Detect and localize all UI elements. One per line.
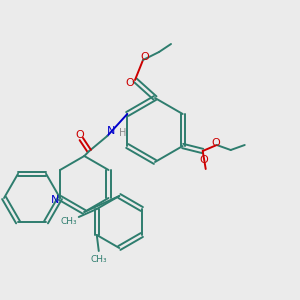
Text: O: O <box>126 78 134 88</box>
Text: CH₃: CH₃ <box>91 254 107 263</box>
Text: H: H <box>118 128 126 138</box>
Text: O: O <box>199 155 208 165</box>
Text: N: N <box>51 195 59 205</box>
Text: CH₃: CH₃ <box>61 218 77 226</box>
Text: O: O <box>75 130 84 140</box>
Text: N: N <box>107 126 116 136</box>
Text: O: O <box>211 138 220 148</box>
Text: O: O <box>141 52 149 62</box>
